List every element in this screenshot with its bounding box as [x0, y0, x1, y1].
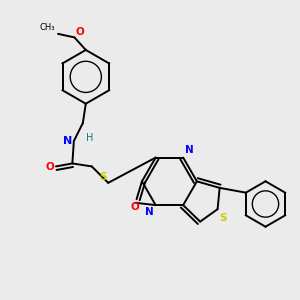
- Text: H: H: [86, 133, 93, 143]
- Text: O: O: [49, 24, 56, 33]
- Text: S: S: [219, 213, 226, 223]
- Text: O: O: [75, 26, 84, 37]
- Text: N: N: [185, 146, 194, 155]
- Text: O: O: [131, 202, 140, 212]
- Text: N: N: [145, 207, 154, 217]
- Text: S: S: [99, 172, 107, 182]
- Text: N: N: [63, 136, 72, 146]
- Text: O: O: [45, 162, 54, 172]
- Text: CH₃: CH₃: [40, 23, 55, 32]
